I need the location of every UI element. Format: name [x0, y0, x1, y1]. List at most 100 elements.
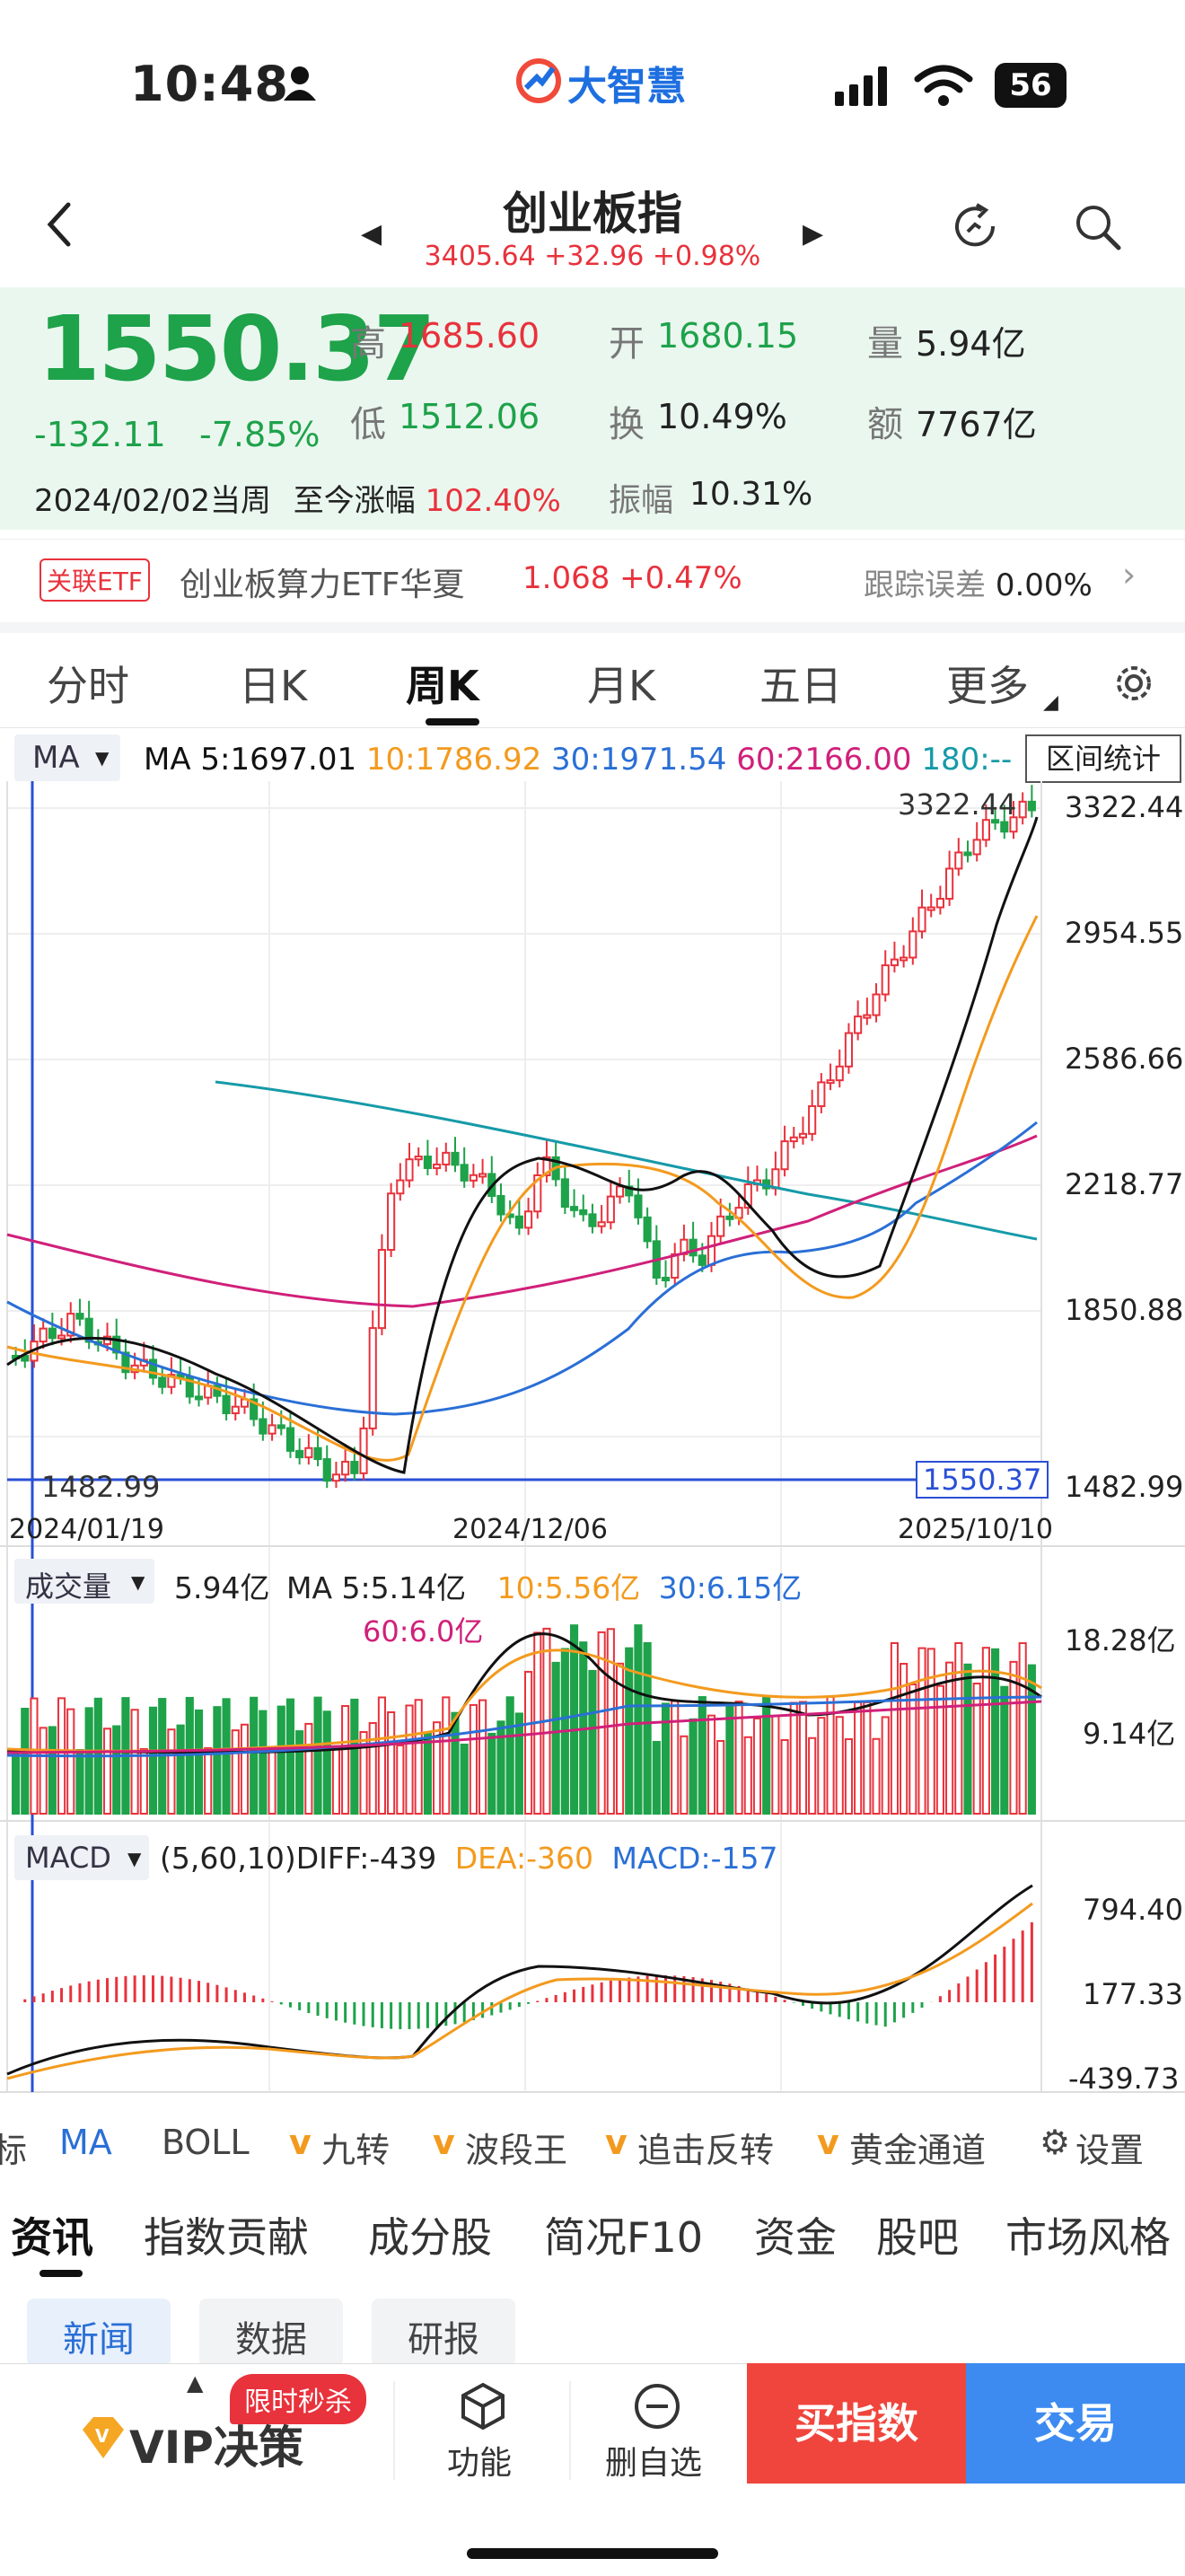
volume-bar — [487, 1732, 496, 1816]
search-icon[interactable] — [1070, 199, 1124, 253]
volume-bar — [917, 1647, 926, 1815]
indicator-tab-zhuiji[interactable]: 追击反转 — [637, 2131, 775, 2170]
volume-bar — [423, 1731, 432, 1815]
section-tab-funds[interactable]: 资金 — [754, 2213, 837, 2262]
volume-bar — [972, 1683, 981, 1816]
indicator-settings[interactable]: 设置 — [1075, 2131, 1145, 2170]
gear-icon[interactable] — [1113, 663, 1154, 704]
volume-bar — [844, 1737, 854, 1816]
volume-bar — [322, 1710, 331, 1815]
indicator-tab-boll[interactable]: BOLL — [162, 2123, 250, 2162]
remove-watchlist-button[interactable]: 删自选 — [605, 2445, 703, 2482]
section-tab-f10[interactable]: 简况F10 — [544, 2213, 703, 2262]
etf-bar[interactable] — [0, 539, 1185, 633]
volume-bar — [900, 1662, 908, 1815]
indicator-tab[interactable]: 标 — [0, 2131, 28, 2170]
vip-decision-button[interactable]: VIP决策 — [129, 2422, 303, 2474]
indicator-tab-boduanwang[interactable]: 波段王 — [465, 2131, 568, 2170]
volume-bar — [250, 1696, 259, 1816]
brand-logo-icon — [516, 58, 561, 103]
trade-button[interactable]: 交易 — [966, 2363, 1185, 2484]
volume-bar — [313, 1696, 322, 1816]
volume-bar — [762, 1696, 771, 1816]
sub-tab-data[interactable]: 数据 — [199, 2299, 343, 2367]
open-label: 开 — [609, 323, 645, 365]
sub-tab-research[interactable]: 研报 — [372, 2299, 515, 2367]
candle — [890, 958, 899, 967]
candle — [295, 1449, 304, 1459]
candle — [908, 930, 917, 959]
volume-bar — [981, 1647, 990, 1815]
etf-price: 1.068 — [522, 560, 610, 596]
prev-stock-icon[interactable]: ◀ — [361, 218, 382, 250]
amount-value: 7767亿 — [916, 405, 1037, 444]
etf-quote: 1.068 +0.47% — [522, 560, 742, 596]
section-tab-style[interactable]: 市场风格 — [1005, 2213, 1171, 2262]
function-cube-icon — [461, 2382, 505, 2431]
candle — [743, 1183, 752, 1209]
volume-bar — [908, 1684, 917, 1815]
volume-bar — [954, 1642, 963, 1815]
volume-bar — [991, 1648, 1000, 1816]
volume-bar — [643, 1641, 652, 1815]
section-tab-contribution[interactable]: 指数贡献 — [144, 2213, 309, 2262]
back-arrow-icon[interactable] — [41, 198, 77, 251]
sub-pct: +0.98% — [652, 241, 761, 272]
candle — [963, 851, 972, 857]
section-active-indicator — [40, 2270, 83, 2277]
ma-values: MA 5:1697.01 10:1786.92 30:1971.54 60:21… — [144, 742, 1012, 778]
kline-chart[interactable] — [0, 781, 1185, 2101]
candle — [606, 1195, 615, 1224]
open-value: 1680.15 — [657, 316, 799, 356]
tab-more[interactable]: 更多 — [946, 662, 1029, 710]
candle — [331, 1473, 341, 1482]
sub-tab-news[interactable]: 新闻 — [27, 2299, 171, 2367]
volume-bar — [771, 1715, 780, 1815]
candle — [478, 1173, 487, 1178]
ma-select[interactable]: MA ▼ — [14, 734, 120, 781]
caret-up-icon: ▲ — [187, 2370, 204, 2396]
tab-intraday[interactable]: 分时 — [47, 662, 129, 710]
volume-bar — [798, 1701, 808, 1815]
candle — [863, 1014, 872, 1019]
candle — [945, 867, 954, 900]
tab-daily[interactable]: 日K — [239, 662, 308, 710]
ma180-line — [215, 1080, 1038, 1241]
volume-bar — [75, 1748, 84, 1816]
page-title: 创业板指 — [503, 188, 682, 240]
macd-select[interactable]: MACD ▼ — [14, 1835, 149, 1880]
volume-bar — [661, 1702, 671, 1815]
buy-index-button[interactable]: 买指数 — [747, 2363, 966, 2484]
next-stock-icon[interactable]: ▶ — [803, 218, 824, 250]
price-change-pct: -7.85% — [199, 415, 320, 454]
function-button[interactable]: 功能 — [447, 2445, 513, 2482]
high-mark-label: 3322.44 — [898, 787, 1017, 822]
indicator-tab-jiuzhuan[interactable]: 九转 — [321, 2131, 391, 2170]
tab-monthly[interactable]: 月K — [587, 662, 656, 710]
volume-select[interactable]: 成交量 ▼ — [14, 1559, 154, 1604]
tab-five-day[interactable]: 五日 — [759, 662, 842, 710]
section-tab-news[interactable]: 资讯 — [11, 2213, 93, 2262]
since-label: 至今涨幅 — [293, 483, 416, 519]
section-tab-forum[interactable]: 股吧 — [876, 2213, 959, 2262]
range-stats-button[interactable]: 区间统计 — [1025, 734, 1181, 783]
macd-macd: MACD:-157 — [611, 1841, 778, 1876]
candle — [872, 993, 881, 1016]
sub-change: +32.96 — [544, 241, 645, 272]
section-tab-components[interactable]: 成分股 — [368, 2213, 492, 2262]
indicator-tab-huangjin[interactable]: 黄金通道 — [849, 2131, 987, 2170]
refresh-icon[interactable] — [948, 199, 1002, 253]
volume-axis-tick: 18.28亿 — [1065, 1623, 1176, 1657]
ma60-value: 60:2166.00 — [736, 742, 912, 778]
candle — [926, 906, 935, 911]
price-axis-tick: 2218.77 — [1065, 1167, 1184, 1201]
vol-ma10-line — [6, 1648, 1042, 1753]
indicator-tab-ma[interactable]: MA — [59, 2123, 112, 2162]
volume-bar — [606, 1628, 615, 1815]
volume-bar — [945, 1661, 954, 1815]
price-change: -132.11 — [34, 415, 166, 454]
macd-axis-tick: 794.40 — [1083, 1893, 1183, 1927]
volume-bar — [780, 1738, 789, 1816]
candle — [634, 1194, 643, 1218]
tab-weekly[interactable]: 周K — [406, 662, 479, 710]
